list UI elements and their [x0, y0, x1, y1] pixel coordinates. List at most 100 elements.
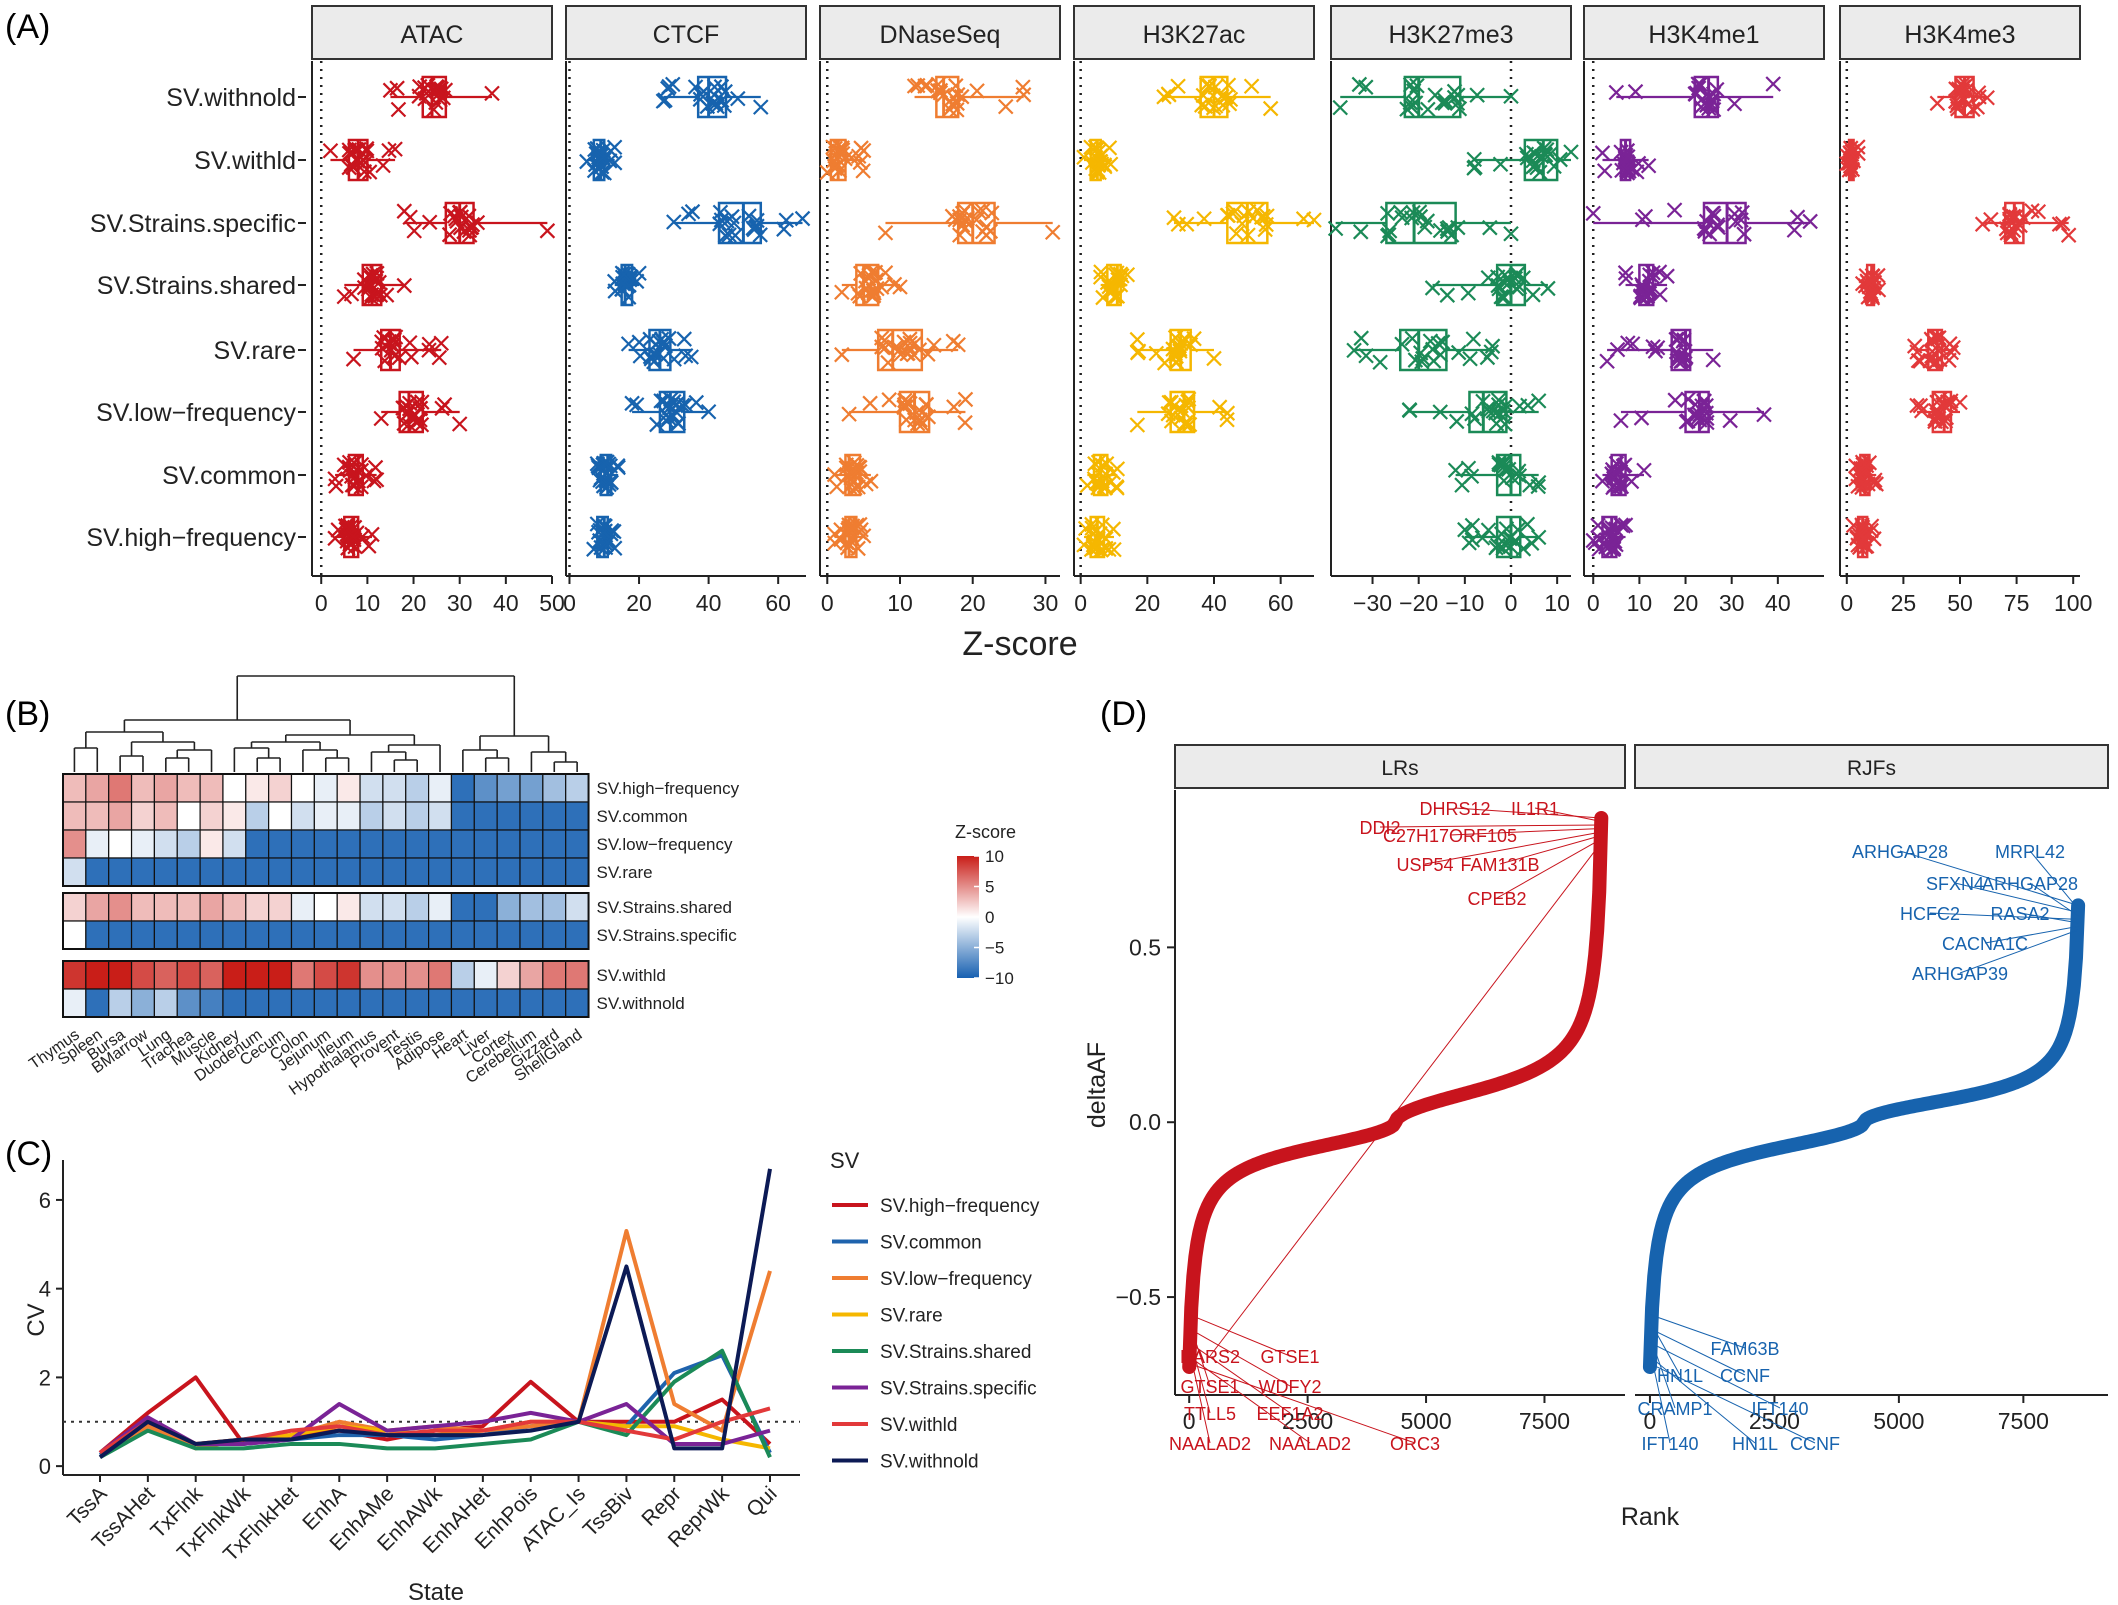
jitter-point [1611, 478, 1628, 495]
heatmap-cell [428, 829, 453, 859]
jitter-point [345, 159, 362, 176]
jitter-point [828, 478, 845, 495]
jitter-point [843, 470, 859, 486]
heatmap-cell [176, 801, 201, 831]
jitter-point [1228, 225, 1245, 242]
jitter-point [421, 342, 437, 358]
heatmap-cell [130, 773, 156, 803]
jitter-point [1457, 521, 1473, 538]
y-tick-label: 2 [39, 1365, 51, 1390]
heatmap-cell [336, 773, 361, 803]
heatmap-row-label: SV.withld [597, 966, 666, 985]
box-2 [1974, 201, 2077, 245]
heatmap-cell [405, 801, 430, 831]
label-leader-line [1899, 850, 2079, 906]
jitter-point [661, 330, 677, 347]
jitter-point [643, 351, 660, 367]
heatmap-cell [473, 857, 498, 887]
heatmap-cell [199, 773, 224, 803]
x-tick-label: 75 [2004, 590, 2030, 616]
heatmap-cell [359, 801, 384, 831]
box-7 [826, 515, 872, 559]
box-1 [1839, 138, 1866, 182]
box-3 [1854, 263, 1887, 307]
legend-label: SV.common [880, 1233, 982, 1254]
box-1 [819, 138, 872, 182]
legend-break-label: 0 [985, 908, 994, 927]
heatmap-cell [130, 920, 156, 950]
jitter-point [594, 164, 610, 181]
legend-title: SV [830, 1148, 860, 1173]
legend-label: SV.low−frequency [880, 1269, 1032, 1290]
jitter-point [1249, 202, 1266, 218]
jitter-point [657, 92, 673, 108]
heatmap-cell [565, 773, 590, 803]
facet-strip [1330, 5, 1572, 60]
gene-label: TTLL5 [1184, 1404, 1236, 1424]
jitter-point [1480, 522, 1497, 538]
jitter-point [683, 349, 699, 365]
heatmap-cell [153, 960, 178, 990]
heatmap-cell [542, 960, 567, 990]
heatmap-cell [290, 988, 315, 1018]
jitter-point [1615, 458, 1632, 474]
heatmap-cell [268, 892, 293, 922]
jitter-point [1633, 290, 1649, 306]
jitter-point [1090, 156, 1107, 173]
box-6 [826, 453, 879, 497]
jitter-point [1403, 210, 1420, 226]
gene-label: CRAMP1 [1637, 1399, 1712, 1419]
box-3 [1092, 263, 1136, 307]
facet-4: H3K27me3 −30 −20 −10 0 10 [1327, 5, 1579, 616]
legend-break-label: 10 [985, 847, 1004, 866]
ranked-points [1182, 810, 1609, 1375]
facet-title: H3K4me3 [1904, 21, 2015, 49]
heatmap-cell [108, 988, 133, 1018]
heatmap-cell [473, 960, 498, 990]
jitter-point [1590, 517, 1606, 534]
jitter-point [1432, 404, 1449, 420]
box-2 [396, 201, 556, 245]
jitter-point [1666, 202, 1683, 218]
gene-label: IL1R1 [1511, 799, 1559, 819]
jitter-point [2005, 222, 2022, 239]
jitter-point [863, 473, 879, 489]
jitter-point [386, 348, 403, 364]
jitter-point [1414, 353, 1430, 370]
x-tick-label: 20 [1135, 590, 1161, 616]
jitter-point [945, 333, 962, 349]
y-tick-label: 0.0 [1129, 1109, 1161, 1135]
jitter-point [1411, 204, 1428, 220]
box-4 [1129, 328, 1222, 372]
heatmap-cell [176, 829, 201, 859]
x-tick-label: 0 [1183, 1408, 1196, 1434]
legend-label: SV.rare [880, 1306, 943, 1327]
heatmap-cell [450, 857, 475, 887]
jitter-point [1786, 222, 1803, 238]
box-2 [1585, 201, 1818, 245]
jitter-point [850, 285, 866, 302]
jitter-point [1493, 526, 1510, 542]
label-leader-line [1499, 834, 1602, 865]
jitter-point [2030, 204, 2047, 220]
x-tick-label: 2500 [1749, 1408, 1800, 1434]
box-5 [624, 390, 717, 434]
jitter-point [1107, 267, 1124, 283]
jitter-point [949, 86, 966, 103]
jitter-point [1659, 268, 1675, 284]
jitter-point [1965, 101, 1981, 118]
jitter-point [1532, 164, 1548, 180]
jitter-point [1503, 225, 1519, 242]
jitter-point [1156, 89, 1172, 105]
jitter-point [345, 528, 361, 544]
jitter-point [1705, 352, 1722, 368]
box-5 [1613, 390, 1772, 434]
jitter-point [1673, 353, 1689, 370]
category-label: SV.withnold [166, 84, 296, 112]
jitter-point [1859, 273, 1875, 289]
legend-label: SV.high−frequency [880, 1196, 1040, 1217]
jitter-point [873, 330, 890, 346]
jitter-point [651, 346, 667, 362]
heatmap-cell [382, 960, 407, 990]
jitter-point [368, 270, 385, 286]
